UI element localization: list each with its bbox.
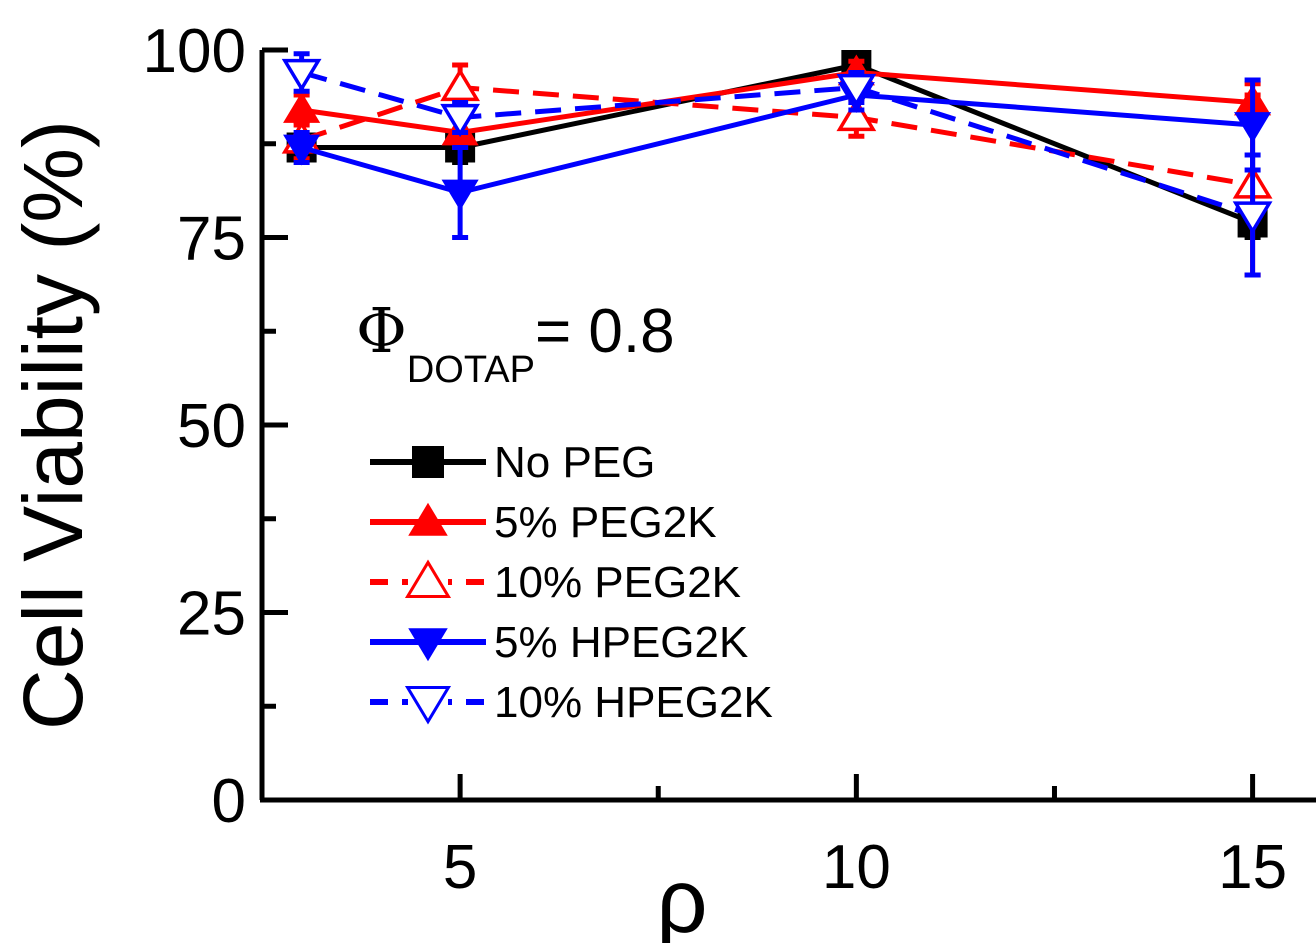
legend-label: 10% PEG2K [494, 558, 741, 607]
series-line [300, 92, 1253, 195]
x-tick-label-5: 5 [443, 833, 477, 902]
series-5 [281, 51, 1273, 278]
data-point [283, 91, 321, 123]
y-axis-title: Cell Viability (%) [6, 120, 100, 730]
legend-label: 5% PEG2K [494, 498, 717, 547]
x-axis-title: ρ [656, 852, 707, 943]
legend-marker [404, 686, 452, 725]
legend-item-2: 5% PEG2K [370, 498, 717, 547]
annotation-phi-value: = 0.8 [535, 297, 675, 366]
legend-label: 10% HPEG2K [494, 678, 773, 727]
legend: No PEG 5% PEG2K 10% PEG2K 5% HPEG2K 10% HPEG… [370, 438, 773, 727]
data-point [440, 67, 481, 102]
legend-marker [412, 446, 444, 478]
annotation-phi: ΦDOTAP= 0.8 [356, 294, 675, 391]
series-line [300, 70, 1254, 218]
series-line [301, 62, 1254, 225]
legend-marker [408, 628, 448, 662]
legend-item-5: 10% HPEG2K [370, 678, 773, 727]
y-tick-label-25: 25 [177, 580, 246, 649]
series-line [300, 85, 1254, 188]
legend-item-1: No PEG [370, 438, 655, 487]
legend-label: No PEG [494, 438, 655, 487]
annotation-phi-subscript: DOTAP [407, 349, 535, 391]
legend-item-3: 10% PEG2K [370, 558, 741, 607]
data-point [283, 134, 321, 166]
data-point [836, 73, 877, 108]
data-point [440, 103, 481, 138]
x-tick-label-15: 15 [1218, 833, 1287, 902]
series-2 [283, 54, 1272, 150]
plot-area [281, 50, 1273, 278]
data-point [441, 179, 479, 211]
y-tick-label-75: 75 [177, 205, 246, 274]
annotation-phi-symbol: Φ [356, 294, 407, 367]
y-tick-label-50: 50 [177, 392, 246, 461]
series-4 [283, 77, 1272, 240]
data-point [1234, 112, 1272, 144]
legend-label: 5% HPEG2K [494, 618, 748, 667]
x-tick-label-10: 10 [822, 833, 891, 902]
y-tick-label-100: 100 [143, 17, 246, 86]
axes: 0 25 50 75 100 5 10 15 [143, 17, 1316, 902]
legend-item-4: 5% HPEG2K [370, 618, 748, 667]
legend-marker [408, 502, 448, 536]
y-tick-label-0: 0 [212, 767, 246, 836]
data-point [1232, 201, 1273, 235]
data-point [836, 97, 877, 132]
series-1 [286, 50, 1268, 240]
legend-marker [404, 559, 452, 598]
data-point [281, 58, 322, 93]
